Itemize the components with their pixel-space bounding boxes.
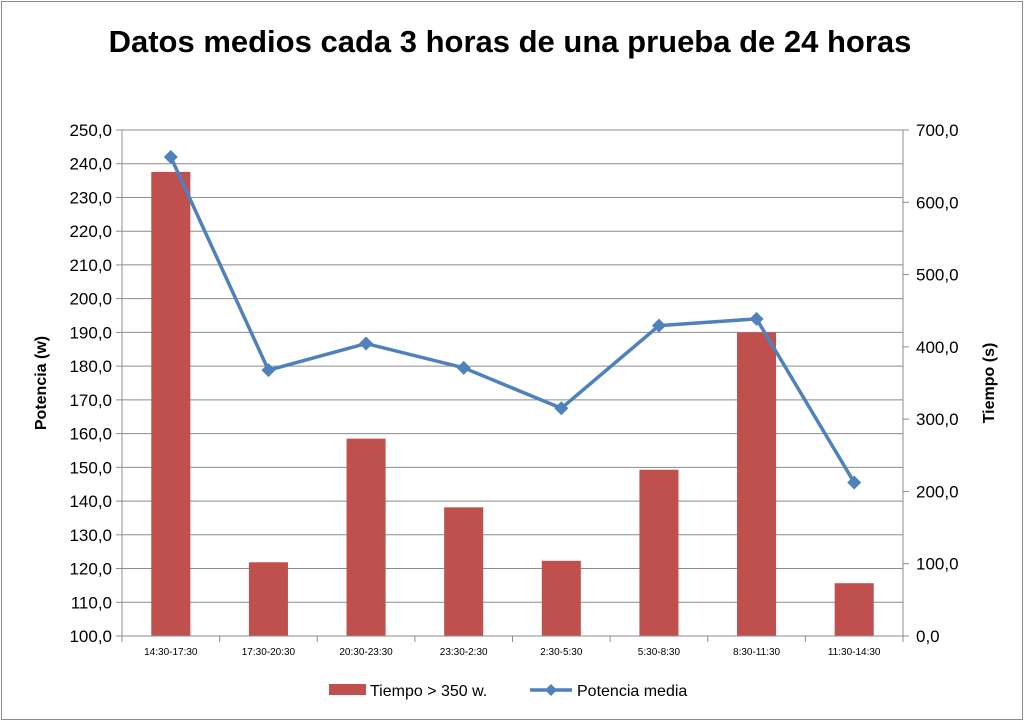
line-point xyxy=(847,475,862,490)
x-tick-label: 23:30-2:30 xyxy=(440,647,488,658)
left-tick-label: 200,0 xyxy=(69,290,112,309)
left-tick-label: 190,0 xyxy=(69,323,112,342)
right-axis-tick-labels: 0,0 100,0 200,0 300,0 400,0 500,0 600,0 700,0 xyxy=(916,121,959,646)
line-point xyxy=(261,363,276,378)
bar xyxy=(834,583,874,636)
right-tick-label: 500,0 xyxy=(916,266,959,285)
left-tick-label: 120,0 xyxy=(69,560,112,579)
left-tick-label: 240,0 xyxy=(69,155,112,174)
legend-label-line: Potencia media xyxy=(577,683,687,700)
line-point xyxy=(749,311,764,326)
x-tick-label: 20:30-23:30 xyxy=(339,647,393,658)
legend: Tiempo > 350 w. Potencia media xyxy=(329,683,687,700)
legend-marker-line xyxy=(545,684,557,696)
left-axis-tick-labels: 100,0 110,0 120,0 130,0 140,0 150,0 160,0 170,0… xyxy=(69,121,112,646)
x-axis-tick-labels: 14:30-17:30 17:30-20:30 20:30-23:30 23:30-2… xyxy=(144,647,881,658)
line-point xyxy=(651,318,666,333)
gridlines xyxy=(116,129,909,637)
left-tick-label: 110,0 xyxy=(71,593,112,612)
right-tick-label: 0,0 xyxy=(916,627,940,646)
line-series xyxy=(163,149,862,490)
chart-title: Datos medios cada 3 horas de una prueba … xyxy=(108,24,912,59)
right-tick-label: 100,0 xyxy=(916,555,959,574)
bar xyxy=(151,171,191,636)
left-tick-label: 180,0 xyxy=(69,357,112,376)
axes xyxy=(121,130,904,642)
left-tick-label: 160,0 xyxy=(69,425,112,444)
left-tick-label: 140,0 xyxy=(69,492,112,511)
right-tick-label: 200,0 xyxy=(916,482,959,501)
x-tick-label: 2:30-5:30 xyxy=(540,647,583,658)
x-tick-label: 14:30-17:30 xyxy=(144,647,198,658)
x-tick-label: 17:30-20:30 xyxy=(242,647,296,658)
right-axis-title: Tiempo (s) xyxy=(981,343,998,424)
x-tick-label: 8:30-11:30 xyxy=(733,647,781,658)
right-tick-label: 400,0 xyxy=(916,338,959,357)
line-point xyxy=(163,149,178,164)
right-tick-label: 600,0 xyxy=(916,193,959,212)
right-tick-label: 700,0 xyxy=(916,121,959,140)
left-tick-label: 220,0 xyxy=(69,222,112,241)
line-path xyxy=(169,156,856,484)
bar-series xyxy=(151,171,874,636)
left-tick-label: 250,0 xyxy=(69,121,112,140)
bar xyxy=(639,469,679,636)
bar xyxy=(737,332,777,636)
left-tick-label: 150,0 xyxy=(69,458,112,477)
bar xyxy=(444,507,484,636)
bar xyxy=(248,562,288,636)
left-axis-title: Potencia (w) xyxy=(33,336,50,430)
left-tick-label: 170,0 xyxy=(69,391,112,410)
legend-label-bars: Tiempo > 350 w. xyxy=(370,683,487,700)
legend-swatch-bars xyxy=(329,684,366,695)
x-tick-label: 11:30-14:30 xyxy=(828,647,881,658)
left-tick-label: 130,0 xyxy=(69,526,112,545)
line-point xyxy=(456,360,471,375)
line-point xyxy=(554,401,569,416)
bar xyxy=(346,438,386,636)
left-tick-label: 230,0 xyxy=(69,188,112,207)
line-point xyxy=(359,336,374,351)
x-tick-label: 5:30-8:30 xyxy=(638,647,681,658)
right-tick-label: 300,0 xyxy=(916,410,959,429)
bar xyxy=(541,560,581,636)
left-tick-label: 210,0 xyxy=(69,256,112,275)
left-tick-label: 100,0 xyxy=(69,627,112,646)
